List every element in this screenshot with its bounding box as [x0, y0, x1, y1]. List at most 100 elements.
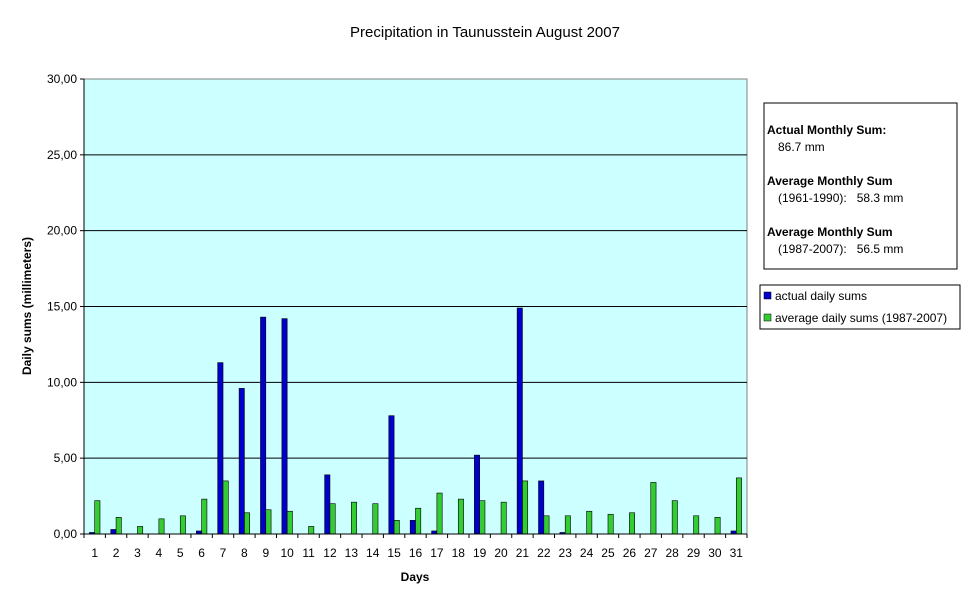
bar-average [607, 513, 614, 535]
legend-label-average: average daily sums (1987-2007) [775, 311, 947, 325]
bar-average [329, 503, 336, 535]
x-tick-label: 22 [537, 546, 551, 560]
bar-average [265, 509, 272, 535]
bar-average [457, 498, 464, 535]
x-tick-label: 6 [198, 546, 205, 560]
bar-average [650, 482, 657, 535]
legend-label-actual: actual daily sums [775, 289, 867, 303]
bar-average [94, 500, 101, 535]
x-tick-label: 19 [473, 546, 487, 560]
bar-average [393, 520, 400, 535]
bar-average [543, 515, 550, 535]
bar-average [179, 515, 186, 535]
avg-1961-value: (1961-1990): 58.3 mm [778, 191, 903, 205]
actual-monthly-value: 86.7 mm [778, 140, 825, 154]
bar-average [500, 501, 507, 535]
bar-average [736, 477, 742, 535]
bar-average [137, 526, 144, 535]
x-tick-label: 20 [494, 546, 508, 560]
bar-actual [516, 307, 523, 535]
x-tick-label: 15 [387, 546, 401, 560]
bar-average [671, 500, 678, 535]
x-tick-label: 5 [177, 546, 184, 560]
x-tick-label: 29 [687, 546, 701, 560]
bar-average [372, 503, 379, 535]
avg-1987-heading: Average Monthly Sum [767, 225, 893, 239]
avg-1961-heading: Average Monthly Sum [767, 174, 893, 188]
bar-actual [238, 388, 245, 535]
y-tick-label: 5,00 [54, 451, 78, 465]
x-tick-label: 21 [516, 546, 530, 560]
x-tick-label: 31 [730, 546, 744, 560]
bar-average [351, 501, 357, 535]
chart-title: Precipitation in Taunusstein August 2007 [350, 24, 620, 41]
bar-actual [388, 415, 395, 535]
bar-average [222, 480, 229, 535]
bar-average [244, 512, 251, 535]
x-tick-label: 13 [345, 546, 359, 560]
actual-monthly-heading: Actual Monthly Sum: [767, 123, 886, 137]
bar-actual [260, 316, 267, 535]
x-tick-label: 11 [302, 546, 315, 560]
y-tick-label: 0,00 [54, 527, 78, 541]
bar-average [629, 512, 635, 535]
gridlines [84, 154, 747, 459]
y-axis-ticks: 0,00 5,00 10,00 15,00 20,00 25,00 30,00 [47, 72, 84, 541]
y-tick-label: 25,00 [47, 148, 77, 162]
bar-actual [538, 480, 545, 535]
x-tick-label: 12 [323, 546, 337, 560]
bar-average [415, 507, 422, 535]
bar-average [158, 518, 165, 535]
x-tick-label: 7 [220, 546, 227, 560]
x-tick-label: 28 [665, 546, 679, 560]
bar-actual [217, 362, 224, 535]
bar-average [436, 492, 443, 535]
legend-frame [759, 284, 961, 330]
bar-actual [324, 474, 331, 535]
y-tick-label: 10,00 [47, 375, 77, 389]
bar-average [479, 500, 486, 535]
avg-1987-value: (1987-2007): 56.5 mm [778, 242, 903, 256]
x-tick-label: 16 [409, 546, 423, 560]
x-tick-label: 14 [366, 546, 380, 560]
info-box-frame [763, 102, 958, 270]
bar-average [564, 515, 571, 535]
x-axis-title: Days [401, 570, 430, 584]
x-tick-label: 26 [623, 546, 637, 560]
bar-average [286, 510, 293, 535]
bar-actual [409, 520, 416, 535]
legend-swatch-actual [763, 291, 772, 300]
x-tick-label: 9 [262, 546, 269, 560]
x-tick-label: 27 [644, 546, 658, 560]
x-tick-label: 17 [430, 546, 444, 560]
bar-average [115, 517, 122, 535]
bar-average [586, 510, 593, 535]
x-tick-label: 10 [280, 546, 294, 560]
bar-average [201, 498, 208, 535]
bar-average [522, 480, 529, 535]
x-tick-label: 2 [113, 546, 120, 560]
y-tick-label: 20,00 [47, 224, 77, 238]
y-tick-label: 15,00 [47, 300, 77, 314]
y-tick-label: 30,00 [47, 72, 77, 86]
bar-actual [281, 318, 288, 535]
bar-average [693, 515, 700, 535]
x-tick-label: 30 [708, 546, 722, 560]
x-tick-label: 3 [134, 546, 141, 560]
bar-average [308, 526, 315, 535]
x-tick-label: 25 [601, 546, 615, 560]
x-tick-label: 1 [91, 546, 98, 560]
x-tick-label: 24 [580, 546, 594, 560]
x-tick-label: 8 [241, 546, 248, 560]
legend: actual daily sums average daily sums (19… [759, 284, 961, 330]
x-tick-label: 23 [559, 546, 573, 560]
y-axis-title: Daily sums (millimeters) [20, 237, 34, 375]
bar-average [714, 517, 721, 535]
x-tick-label: 4 [156, 546, 163, 560]
x-tick-label: 18 [452, 546, 466, 560]
bar-actual [474, 454, 480, 535]
monthly-sum-info-box: Actual Monthly Sum: 86.7 mm Average Mont… [763, 102, 958, 270]
bar-actual [110, 529, 117, 535]
legend-swatch-average [763, 313, 772, 322]
